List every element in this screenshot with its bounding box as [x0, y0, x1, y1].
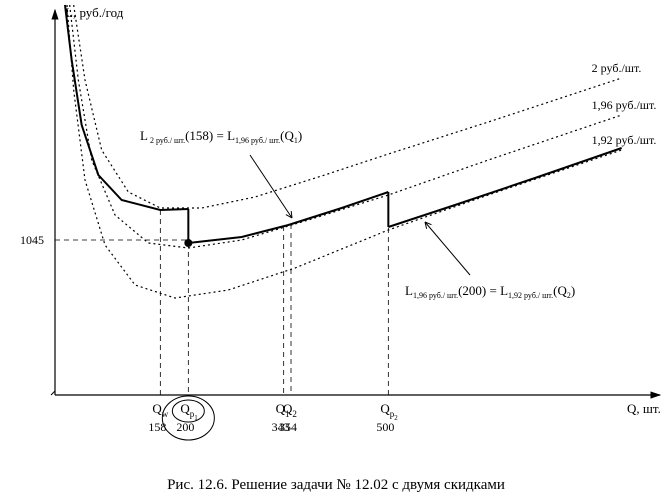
svg-text:1,96 руб./шт.: 1,96 руб./шт.	[592, 98, 657, 112]
svg-text:354: 354	[279, 420, 297, 434]
svg-text:2 руб./шт.: 2 руб./шт.	[592, 61, 642, 75]
svg-text:L, руб./год: L, руб./год	[65, 5, 124, 20]
svg-text:1,92 руб./шт.: 1,92 руб./шт.	[592, 133, 657, 147]
svg-text:1045: 1045	[20, 233, 44, 247]
svg-text:158: 158	[148, 420, 166, 434]
svg-text:L1,96 руб./ шт.(200) = L1,92 р: L1,96 руб./ шт.(200) = L1,92 руб./ шт.(Q…	[405, 283, 575, 300]
svg-text:Qp1: Qp1	[180, 401, 198, 422]
cost-curve-figure: L, руб./год Q, шт. 2 руб./шт. 1,96 руб./шт.…	[0, 0, 672, 504]
svg-text:Qp2: Qp2	[380, 401, 398, 422]
svg-text:L 2 руб./ шт.(158) = L1,96 руб: L 2 руб./ шт.(158) = L1,96 руб./ шт.(Q1)	[140, 128, 302, 145]
chart-svg: L, руб./год Q, шт. 2 руб./шт. 1,96 руб./шт.…	[0, 0, 672, 504]
svg-text:Qw: Qw	[152, 401, 168, 419]
figure-caption: Рис. 12.6. Решение задачи № 12.02 с двум…	[0, 477, 672, 494]
svg-text:500: 500	[376, 420, 394, 434]
svg-text:Q, шт.: Q, шт.	[627, 401, 661, 416]
